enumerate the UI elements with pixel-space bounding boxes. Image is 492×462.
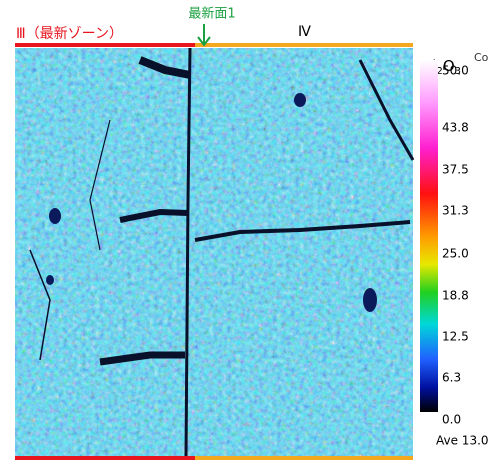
zone4-bar bbox=[195, 43, 413, 47]
zone4-label: Ⅳ bbox=[298, 24, 311, 40]
cut-text: Co bbox=[474, 51, 489, 64]
title-sub: 2 bbox=[436, 66, 442, 77]
zone3-bar-bottom bbox=[15, 456, 195, 460]
colorbar-tick-label: 0.0 bbox=[442, 413, 461, 427]
colorbar-tick-label: 12.5 bbox=[442, 330, 469, 344]
colorbar-tick-label: 50.0 bbox=[442, 64, 469, 78]
colorbar-tick-label: 31.3 bbox=[442, 204, 469, 218]
dark-spots bbox=[46, 93, 377, 312]
colorbar-tick-label: 18.8 bbox=[442, 289, 469, 303]
element-map bbox=[15, 48, 413, 456]
title-oxygen: O bbox=[443, 57, 455, 75]
title-sub: 3 bbox=[455, 66, 461, 77]
average-label: Ave 13.0 bbox=[436, 434, 489, 448]
colorbar bbox=[420, 60, 438, 412]
surface-label: 最新面1 bbox=[188, 6, 235, 22]
cracks bbox=[29, 47, 415, 457]
zone3-label: Ⅲ（最新ゾーン） bbox=[16, 26, 123, 42]
surface-arrow bbox=[197, 24, 211, 47]
colorbar-tick-label: 37.5 bbox=[442, 163, 469, 177]
colorbar-tick-label: 6.3 bbox=[442, 371, 461, 385]
colorbar-tick-label: 25.0 bbox=[442, 247, 469, 261]
zone3-bar bbox=[15, 43, 195, 47]
zone4-bar-bottom bbox=[195, 456, 413, 460]
colorbar-tick-label: 43.8 bbox=[442, 121, 469, 135]
